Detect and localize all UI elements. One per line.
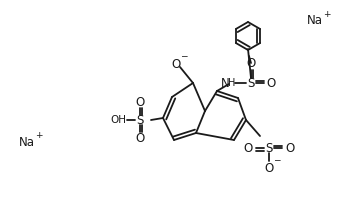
Text: O: O [285,142,295,154]
Text: −: − [180,51,188,61]
Text: O: O [136,96,145,108]
Text: +: + [35,131,43,141]
Text: Na: Na [19,135,35,149]
Text: S: S [136,114,144,127]
Text: H: H [228,78,236,88]
Text: −: − [273,156,281,165]
Text: S: S [265,142,273,154]
Text: OH: OH [110,115,126,125]
Text: S: S [247,77,255,89]
Text: O: O [266,77,276,89]
Text: Na: Na [307,14,323,27]
Text: O: O [243,142,253,154]
Text: O: O [136,131,145,145]
Text: O: O [264,161,274,174]
Text: O: O [171,58,181,70]
Text: +: + [323,9,331,19]
Text: O: O [246,57,256,69]
Text: N: N [221,77,230,89]
